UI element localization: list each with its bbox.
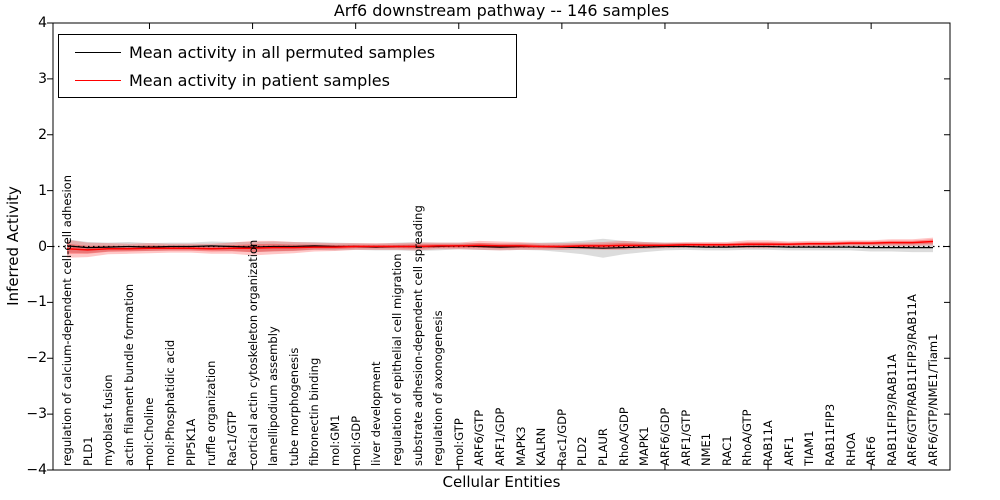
x-tick-label: PLD1 [80,436,95,466]
x-tick-label: Rac1/GDP [554,408,569,466]
x-tick-label: MAPK1 [637,426,652,466]
legend-label-permuted: Mean activity in all permuted samples [129,42,436,62]
x-tick-label: RhoA/GDP [616,407,631,466]
x-tick-label: RhoA/GTP [740,409,755,466]
red-line-sample-icon [75,79,121,81]
x-tick-label: ARF6/GTP/RAB11FIP3/RAB11A [905,294,920,466]
x-tick-label: mol:GM1 [328,414,343,466]
y-tick-label: 4 [38,15,47,31]
x-tick-label: mol:GTP [451,418,466,466]
x-tick-label: ARF6/GDP [657,407,672,466]
x-tick-label: ARF6/GTP/NME1/Tiam1 [926,333,940,466]
x-tick-label: NME1 [699,432,714,466]
x-tick-label: regulation of calcium-dependent cell-cel… [60,175,74,466]
x-tick-label: regulation of epithelial cell migration [389,253,404,466]
x-tick-label: KALRN [534,427,549,466]
x-tick-label: TIAM1 [802,430,817,466]
x-tick-label: substrate adhesion-dependent cell spread… [410,205,425,466]
x-tick-label: PLD2 [575,436,590,466]
x-tick-label: Rac1/GTP [224,411,239,466]
y-tick-label: −3 [26,406,47,423]
x-tick-label: fibronectin binding [307,357,322,466]
y-tick-label: −1 [26,294,47,311]
legend-item-patient-samples: Mean activity in patient samples [59,71,516,90]
x-tick-label: mol:Phosphatidic acid [163,339,178,466]
x-tick-label: lamellipodium assembly [266,326,281,466]
x-tick-label: RAB11A [761,420,776,466]
legend: Mean activity in all permuted samples Me… [58,34,517,98]
x-tick-label: myoblast fusion [101,374,116,466]
x-axis-title: Cellular Entities [442,473,561,491]
y-tick-label: −2 [26,350,47,367]
y-tick-label: 0 [38,238,47,255]
x-tick-label: ARF1/GDP [493,407,507,466]
x-tick-label: ARF1/GTP [678,409,693,466]
x-tick-label: cortical actin cytoskeleton organization [245,239,260,466]
y-tick-label: 1 [38,182,47,199]
y-tick-label: −4 [26,462,47,478]
x-tick-label: actin filament bundle formation [121,283,136,466]
x-tick-label: RAB11FIP3/RAB11A [884,354,899,466]
x-tick-label: RAB11FIP3 [822,403,837,466]
legend-item-permuted-samples: Mean activity in all permuted samples [59,43,516,62]
x-tick-label: ARF6/GTP [472,409,487,466]
chart-title: Arf6 downstream pathway -- 146 samples [333,1,670,20]
x-tick-label: PLAUR [596,428,611,466]
x-tick-label: mol:GDP [348,415,363,466]
x-tick-label: liver development [369,361,384,466]
y-tick-label: 2 [38,126,47,143]
legend-label-patient: Mean activity in patient samples [129,70,390,90]
x-tick-label: mol:Choline [142,397,157,466]
x-tick-label: regulation of axonogenesis [431,310,446,466]
x-tick-label: PIP5K1A [183,418,198,466]
x-tick-label: ruffle organization [204,360,219,466]
black-line-sample-icon [75,51,121,53]
x-tick-label: ARF6 [864,436,879,466]
x-tick-label: RAC1 [719,435,734,466]
x-tick-label: MAPK3 [513,426,528,466]
x-tick-label: RHOA [843,432,858,466]
y-tick-label: 3 [38,70,47,87]
x-tick-label: ARF1 [781,436,796,466]
x-tick-label: tube morphogenesis [286,347,301,466]
